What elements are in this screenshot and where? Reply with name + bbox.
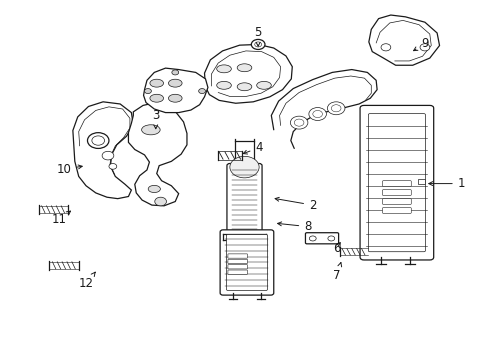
Circle shape (327, 236, 334, 241)
FancyBboxPatch shape (382, 190, 410, 195)
Circle shape (327, 102, 344, 115)
FancyBboxPatch shape (226, 234, 267, 291)
Circle shape (331, 105, 340, 112)
Polygon shape (368, 15, 439, 65)
Polygon shape (143, 68, 207, 113)
Circle shape (312, 111, 322, 118)
Text: 6: 6 (333, 242, 340, 255)
Polygon shape (128, 103, 186, 206)
Text: 1: 1 (428, 177, 464, 190)
Ellipse shape (168, 94, 182, 102)
Circle shape (229, 156, 259, 178)
FancyBboxPatch shape (382, 208, 410, 213)
FancyBboxPatch shape (220, 230, 273, 295)
Ellipse shape (237, 83, 251, 91)
Circle shape (171, 70, 178, 75)
Circle shape (254, 42, 261, 47)
Circle shape (380, 44, 390, 51)
Polygon shape (73, 102, 133, 199)
FancyBboxPatch shape (227, 254, 247, 258)
Circle shape (109, 163, 117, 169)
FancyBboxPatch shape (359, 105, 433, 260)
FancyBboxPatch shape (227, 270, 247, 274)
Text: 3: 3 (152, 109, 159, 129)
FancyBboxPatch shape (382, 199, 410, 204)
FancyBboxPatch shape (227, 265, 247, 269)
Circle shape (251, 40, 264, 49)
Text: 10: 10 (57, 163, 82, 176)
Circle shape (102, 151, 114, 160)
Ellipse shape (256, 81, 271, 89)
Text: 11: 11 (52, 211, 70, 226)
Text: 7: 7 (333, 262, 341, 282)
Circle shape (92, 136, 104, 145)
Circle shape (294, 119, 304, 126)
Ellipse shape (216, 81, 231, 89)
Text: 12: 12 (79, 272, 95, 291)
FancyBboxPatch shape (226, 163, 262, 236)
FancyBboxPatch shape (382, 181, 410, 186)
Ellipse shape (216, 65, 231, 73)
Polygon shape (204, 44, 292, 103)
Circle shape (308, 108, 326, 121)
Ellipse shape (150, 94, 163, 102)
Ellipse shape (237, 64, 251, 72)
Circle shape (155, 197, 166, 206)
Ellipse shape (168, 79, 182, 87)
Circle shape (87, 133, 109, 148)
Bar (417, 179, 425, 184)
FancyBboxPatch shape (305, 233, 338, 244)
Ellipse shape (148, 185, 160, 193)
Text: 5: 5 (254, 27, 261, 46)
Text: 2: 2 (275, 197, 316, 212)
Circle shape (144, 89, 151, 94)
Text: 9: 9 (413, 37, 428, 51)
Text: 8: 8 (277, 220, 311, 233)
Circle shape (198, 89, 205, 94)
Circle shape (290, 116, 307, 129)
FancyBboxPatch shape (367, 114, 425, 252)
Circle shape (419, 44, 429, 51)
Circle shape (309, 236, 316, 241)
Text: 4: 4 (243, 141, 263, 154)
Ellipse shape (142, 125, 160, 135)
Ellipse shape (150, 79, 163, 87)
FancyBboxPatch shape (227, 259, 247, 264)
